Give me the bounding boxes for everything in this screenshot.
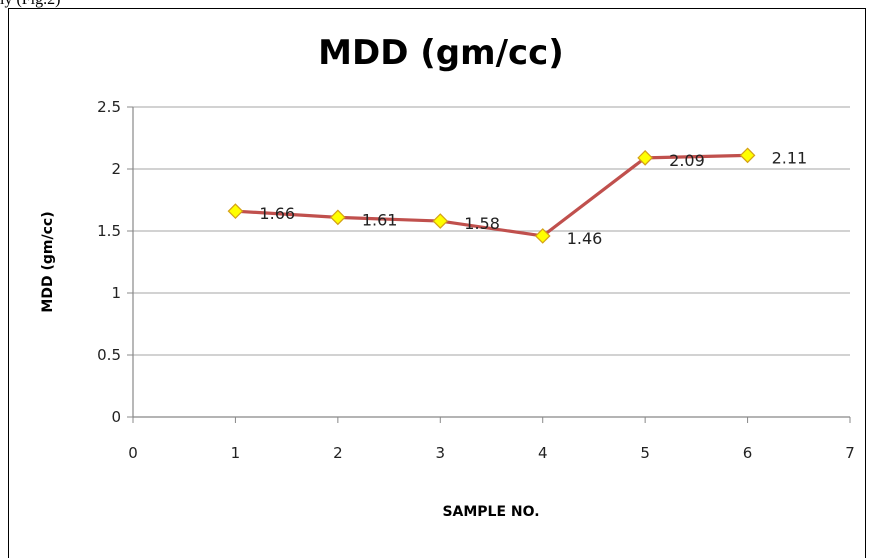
data-label: 1.61 — [362, 210, 398, 229]
axes — [132, 107, 850, 418]
data-point-marker — [330, 209, 346, 226]
data-point-marker — [739, 147, 756, 164]
chart-frame — [8, 8, 866, 558]
y-tick-label: 0.5 — [97, 346, 121, 364]
x-tick-label: 0 — [128, 444, 138, 462]
chart-title: MDD (gm/cc) — [318, 33, 564, 73]
page-caption-fragment: ly (Fig.2) — [0, 0, 60, 9]
x-tick-label: 2 — [333, 444, 343, 462]
data-label: 2.11 — [772, 148, 808, 167]
data-point-marker — [637, 149, 653, 166]
x-axis-ticks: 0 1 2 3 4 5 6 7 — [128, 417, 855, 462]
series-mdd — [227, 147, 756, 244]
y-tick-label: 1.5 — [97, 222, 121, 240]
x-axis-label: SAMPLE NO. — [442, 504, 539, 520]
y-tick-label: 1 — [111, 284, 121, 302]
x-tick-label: 6 — [743, 444, 753, 462]
x-tick-label: 5 — [640, 444, 650, 462]
gridlines — [133, 106, 850, 356]
data-point-marker — [534, 228, 551, 244]
y-tick-label: 2 — [111, 160, 121, 178]
y-axis-ticks: 0 0.5 1 1.5 2 2.5 — [97, 98, 133, 426]
data-label: 1.66 — [259, 204, 295, 223]
data-point-marker — [432, 213, 449, 229]
series-line — [235, 153, 748, 238]
data-label: 1.58 — [464, 214, 500, 233]
x-tick-label: 4 — [538, 444, 548, 462]
data-label: 2.09 — [669, 151, 705, 170]
y-tick-label: 0 — [111, 408, 121, 426]
x-tick-label: 3 — [436, 444, 446, 462]
data-point-marker — [227, 203, 244, 220]
y-tick-label: 2.5 — [97, 98, 121, 116]
data-labels: 1.66 1.61 1.58 1.46 2.09 2.11 — [259, 148, 807, 248]
y-axis-label: MDD (gm/cc) — [40, 211, 56, 312]
x-tick-label: 1 — [231, 444, 241, 462]
data-label: 1.46 — [567, 229, 603, 248]
x-tick-label: 7 — [845, 444, 855, 462]
